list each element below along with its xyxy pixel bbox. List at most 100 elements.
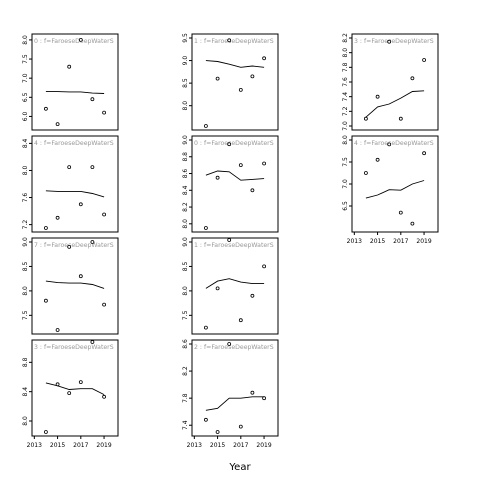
data-point [238,163,243,168]
data-point [67,391,72,396]
data-point [90,240,95,244]
data-point [410,76,415,81]
x-tick-label: 2017 [73,442,88,449]
data-point [44,430,48,434]
x-tick-label: 2017 [393,238,408,245]
data-point [227,38,232,43]
panel-frame [351,33,439,131]
x-tick-label: 2013 [187,442,202,449]
x-tick-label: 2015 [210,442,225,449]
panel-label: 4 : f=FaroeseDeepWaterS [354,140,434,147]
data-point [262,161,267,166]
data-point [215,175,220,180]
smooth-line [205,278,265,289]
data-point [203,226,208,230]
data-point [203,417,208,422]
y-tick-label: 8.6 [182,169,189,179]
panel-2: 3 : f=FaroeseDeepWaterS 7.0 7.2 7.4 7.6 7.8 8.… [342,33,439,131]
data-point [250,188,255,193]
y-tick-label: 7.4 [342,92,349,102]
data-point [422,58,427,62]
panel-frame [191,339,279,437]
y-tick-label: 7.4 [182,420,189,430]
data-point [215,286,220,291]
data-point [55,382,60,387]
x-tick-label: 2019 [416,238,431,245]
y-tick-label: 8.8 [182,152,189,162]
y-tick-label: 9.0 [22,237,29,247]
data-point [44,226,48,230]
data-point [203,124,208,128]
data-point [227,342,232,346]
panel-9: 2 : f=FaroeseDeepWaterS 7.4 7.8 8.2 8.6 2013 2… [182,339,279,449]
y-tick-label: 7.8 [342,62,349,72]
panel-4: 0 : f=FaroeseDeepWaterS 8.0 8.2 8.4 8.6 8.8 9.… [182,135,279,233]
smooth-line [205,396,265,411]
y-tick-label: 7.0 [22,73,29,83]
y-tick-label: 7.5 [182,310,189,320]
data-point [203,325,208,330]
data-point [67,244,72,249]
data-point [398,116,403,121]
y-tick-label: 8.5 [182,261,189,271]
y-tick-label: 8.5 [182,78,189,88]
data-point [102,110,106,115]
y-tick-label: 9.0 [182,135,189,145]
panel-label: 4 : f=FaroeseDeepWaterS [34,140,114,147]
panel-1: 1 : f=FaroeseDeepWaterS 8.0 8.5 9.0 9.5 [182,33,279,131]
y-tick-label: 7.5 [22,310,29,320]
y-tick-label: 8.0 [182,286,189,296]
y-tick-label: 8.4 [182,185,189,195]
x-tick-label: 2013 [27,442,42,449]
y-tick-label: 7.2 [342,106,349,116]
panel-label: 1 : f=FaroeseDeepWaterS [194,38,274,45]
data-point [250,74,255,79]
x-tick-label: 2017 [233,442,248,449]
data-point [262,264,267,269]
data-point [44,106,48,111]
data-point [262,396,267,401]
panel-8: 3 : f=FaroeseDeepWaterS 8.0 8.4 8.8 2013 2015… [22,339,119,449]
data-point [55,122,60,126]
data-point [238,424,243,429]
data-point [227,238,232,242]
data-point [90,97,95,102]
y-tick-label: 7.0 [342,179,349,189]
panel-6: 7 : f=FaroeseDeepWaterS 7.5 8.0 8.5 9.0 [22,237,119,335]
smooth-line [45,382,105,396]
data-point [410,221,415,226]
y-tick-label: 7.8 [182,393,189,403]
y-tick-label: 7.2 [22,220,29,230]
y-tick-label: 8.0 [182,101,189,111]
data-point [90,340,95,344]
data-point [215,430,220,434]
y-tick-label: 8.6 [182,339,189,349]
panel-frame [31,339,119,437]
panel-label: 1 : f=FaroeseDeepWaterS [194,242,274,249]
data-point [78,38,83,42]
data-point [55,328,60,332]
x-tick-label: 2015 [370,238,385,245]
y-tick-label: 8.0 [342,135,349,145]
data-point [375,157,380,162]
y-tick-label: 6.0 [22,111,29,121]
panel-frame [191,33,279,131]
x-tick-label: 2019 [256,442,271,449]
y-tick-label: 9.5 [182,33,189,43]
smooth-line [365,90,425,118]
panel-frame [31,237,119,335]
data-point [102,302,106,307]
y-tick-label: 8.5 [22,261,29,271]
panel-label: 3 : f=FaroeseDeepWaterS [34,344,114,351]
panel-label: 0 : f=FaroeseDeepWaterS [194,140,274,147]
smooth-line [45,190,105,198]
panel-7: 1 : f=FaroeseDeepWaterS 7.5 8.0 8.5 9.0 [182,237,279,335]
data-point [250,293,255,298]
y-tick-label: 7.6 [342,77,349,87]
data-point [422,151,427,156]
panel-frame [191,237,279,335]
y-tick-label: 8.0 [342,48,349,58]
data-point [363,116,368,121]
data-point [67,64,72,69]
y-tick-label: 8.2 [182,366,189,376]
